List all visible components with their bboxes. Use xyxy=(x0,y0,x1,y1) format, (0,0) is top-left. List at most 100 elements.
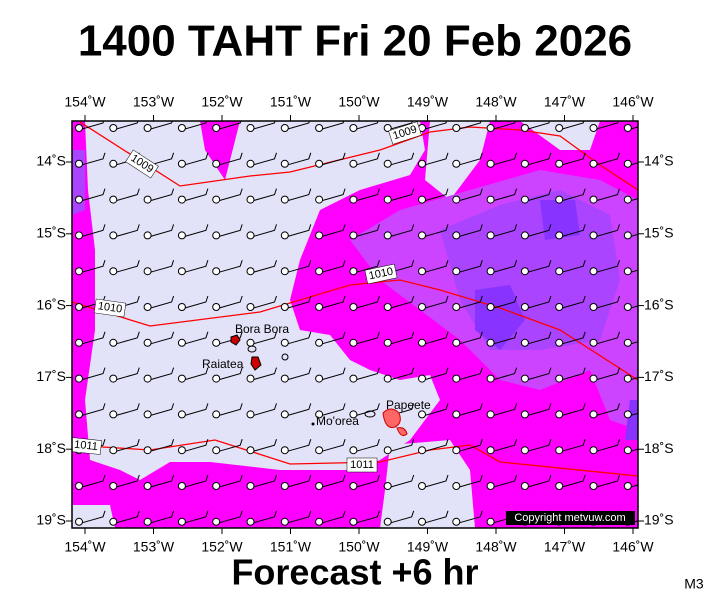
forecast-label: Forecast +6 hr xyxy=(231,552,478,593)
barb-staff xyxy=(459,224,483,237)
wind-barb xyxy=(75,121,105,132)
barb-staff xyxy=(424,510,449,524)
barb-staff xyxy=(527,403,552,416)
barb-staff xyxy=(253,121,276,130)
barb-staff xyxy=(596,260,620,273)
isobar-label: 1011 xyxy=(350,459,374,471)
station xyxy=(246,374,255,383)
wind-barb xyxy=(315,474,346,490)
station xyxy=(589,482,598,490)
barb-staff xyxy=(527,260,552,273)
station xyxy=(177,303,186,311)
island xyxy=(250,356,262,371)
barb-staff xyxy=(527,152,552,166)
wind-barb xyxy=(520,439,552,455)
station xyxy=(589,267,598,276)
barb-staff xyxy=(424,188,449,202)
station xyxy=(520,159,529,168)
wind-barb xyxy=(177,224,209,240)
wind-barb xyxy=(383,152,415,168)
field-low xyxy=(85,121,440,480)
station xyxy=(349,124,358,132)
station xyxy=(623,338,632,347)
island xyxy=(230,334,241,346)
barb-staff xyxy=(184,224,209,237)
barb-staff xyxy=(321,367,346,381)
barb-staff xyxy=(390,474,415,488)
station xyxy=(109,195,118,204)
station xyxy=(109,231,118,240)
barb-staff xyxy=(493,474,518,488)
wind-barb xyxy=(383,510,415,526)
wind-barb xyxy=(418,295,449,311)
wind-barb xyxy=(109,224,140,240)
wind-barb xyxy=(75,188,106,204)
wind-barb xyxy=(177,152,209,168)
barb-staff xyxy=(390,295,415,309)
wind-barb xyxy=(315,439,346,455)
barb-staff xyxy=(287,439,312,452)
station xyxy=(555,482,564,490)
wind-barb xyxy=(486,367,518,383)
station xyxy=(143,482,152,490)
barb-staff xyxy=(459,188,483,202)
barb-staff xyxy=(356,367,380,381)
station xyxy=(177,338,186,347)
station xyxy=(75,124,83,132)
station xyxy=(246,267,255,276)
barb-staff xyxy=(150,152,175,166)
wind-barb xyxy=(212,367,243,383)
lon-label: 146˚W xyxy=(612,94,654,110)
barb-staff xyxy=(184,367,209,381)
wind-barb xyxy=(143,260,175,276)
barb-staff xyxy=(459,121,482,130)
station xyxy=(418,195,426,204)
barb-staff xyxy=(219,295,243,309)
barb-staff xyxy=(219,121,242,130)
station xyxy=(349,517,358,526)
barb-staff xyxy=(150,474,175,488)
wind-barb xyxy=(143,295,175,311)
lon-label: 150˚W xyxy=(338,94,380,110)
station xyxy=(143,231,152,240)
station xyxy=(280,124,289,132)
wind-barb xyxy=(280,367,312,383)
station xyxy=(486,303,495,311)
station xyxy=(177,231,186,240)
station xyxy=(623,124,632,132)
wind-barb xyxy=(486,152,518,168)
station xyxy=(555,267,564,276)
barb-staff xyxy=(287,121,310,130)
barb-staff xyxy=(219,439,243,452)
wind-barb xyxy=(246,224,277,240)
wind-barb xyxy=(555,331,586,347)
station xyxy=(280,231,289,240)
barb-staff xyxy=(184,260,209,273)
station xyxy=(589,231,598,240)
barb-staff xyxy=(253,152,277,166)
station xyxy=(555,195,564,204)
wind-barb xyxy=(315,121,345,132)
station xyxy=(212,446,221,455)
isobar-label: 1010 xyxy=(97,300,123,315)
barb-staff xyxy=(321,403,346,416)
barb-staff xyxy=(184,188,209,202)
station xyxy=(280,303,289,311)
wind-barb xyxy=(349,152,380,168)
wind-barb xyxy=(383,474,415,490)
lon-label: 147˚W xyxy=(544,539,586,555)
wind-barb xyxy=(520,224,552,240)
wind-barb xyxy=(349,331,380,347)
barb-staff xyxy=(493,121,516,130)
field-peak xyxy=(475,200,638,440)
station xyxy=(109,267,118,276)
station xyxy=(280,446,289,455)
barb-staff xyxy=(321,510,346,524)
station xyxy=(418,374,426,383)
station xyxy=(623,482,632,490)
station xyxy=(246,195,255,204)
barb-staff xyxy=(459,295,483,309)
wind-barb xyxy=(75,224,106,240)
lon-label: 152˚W xyxy=(201,94,243,110)
